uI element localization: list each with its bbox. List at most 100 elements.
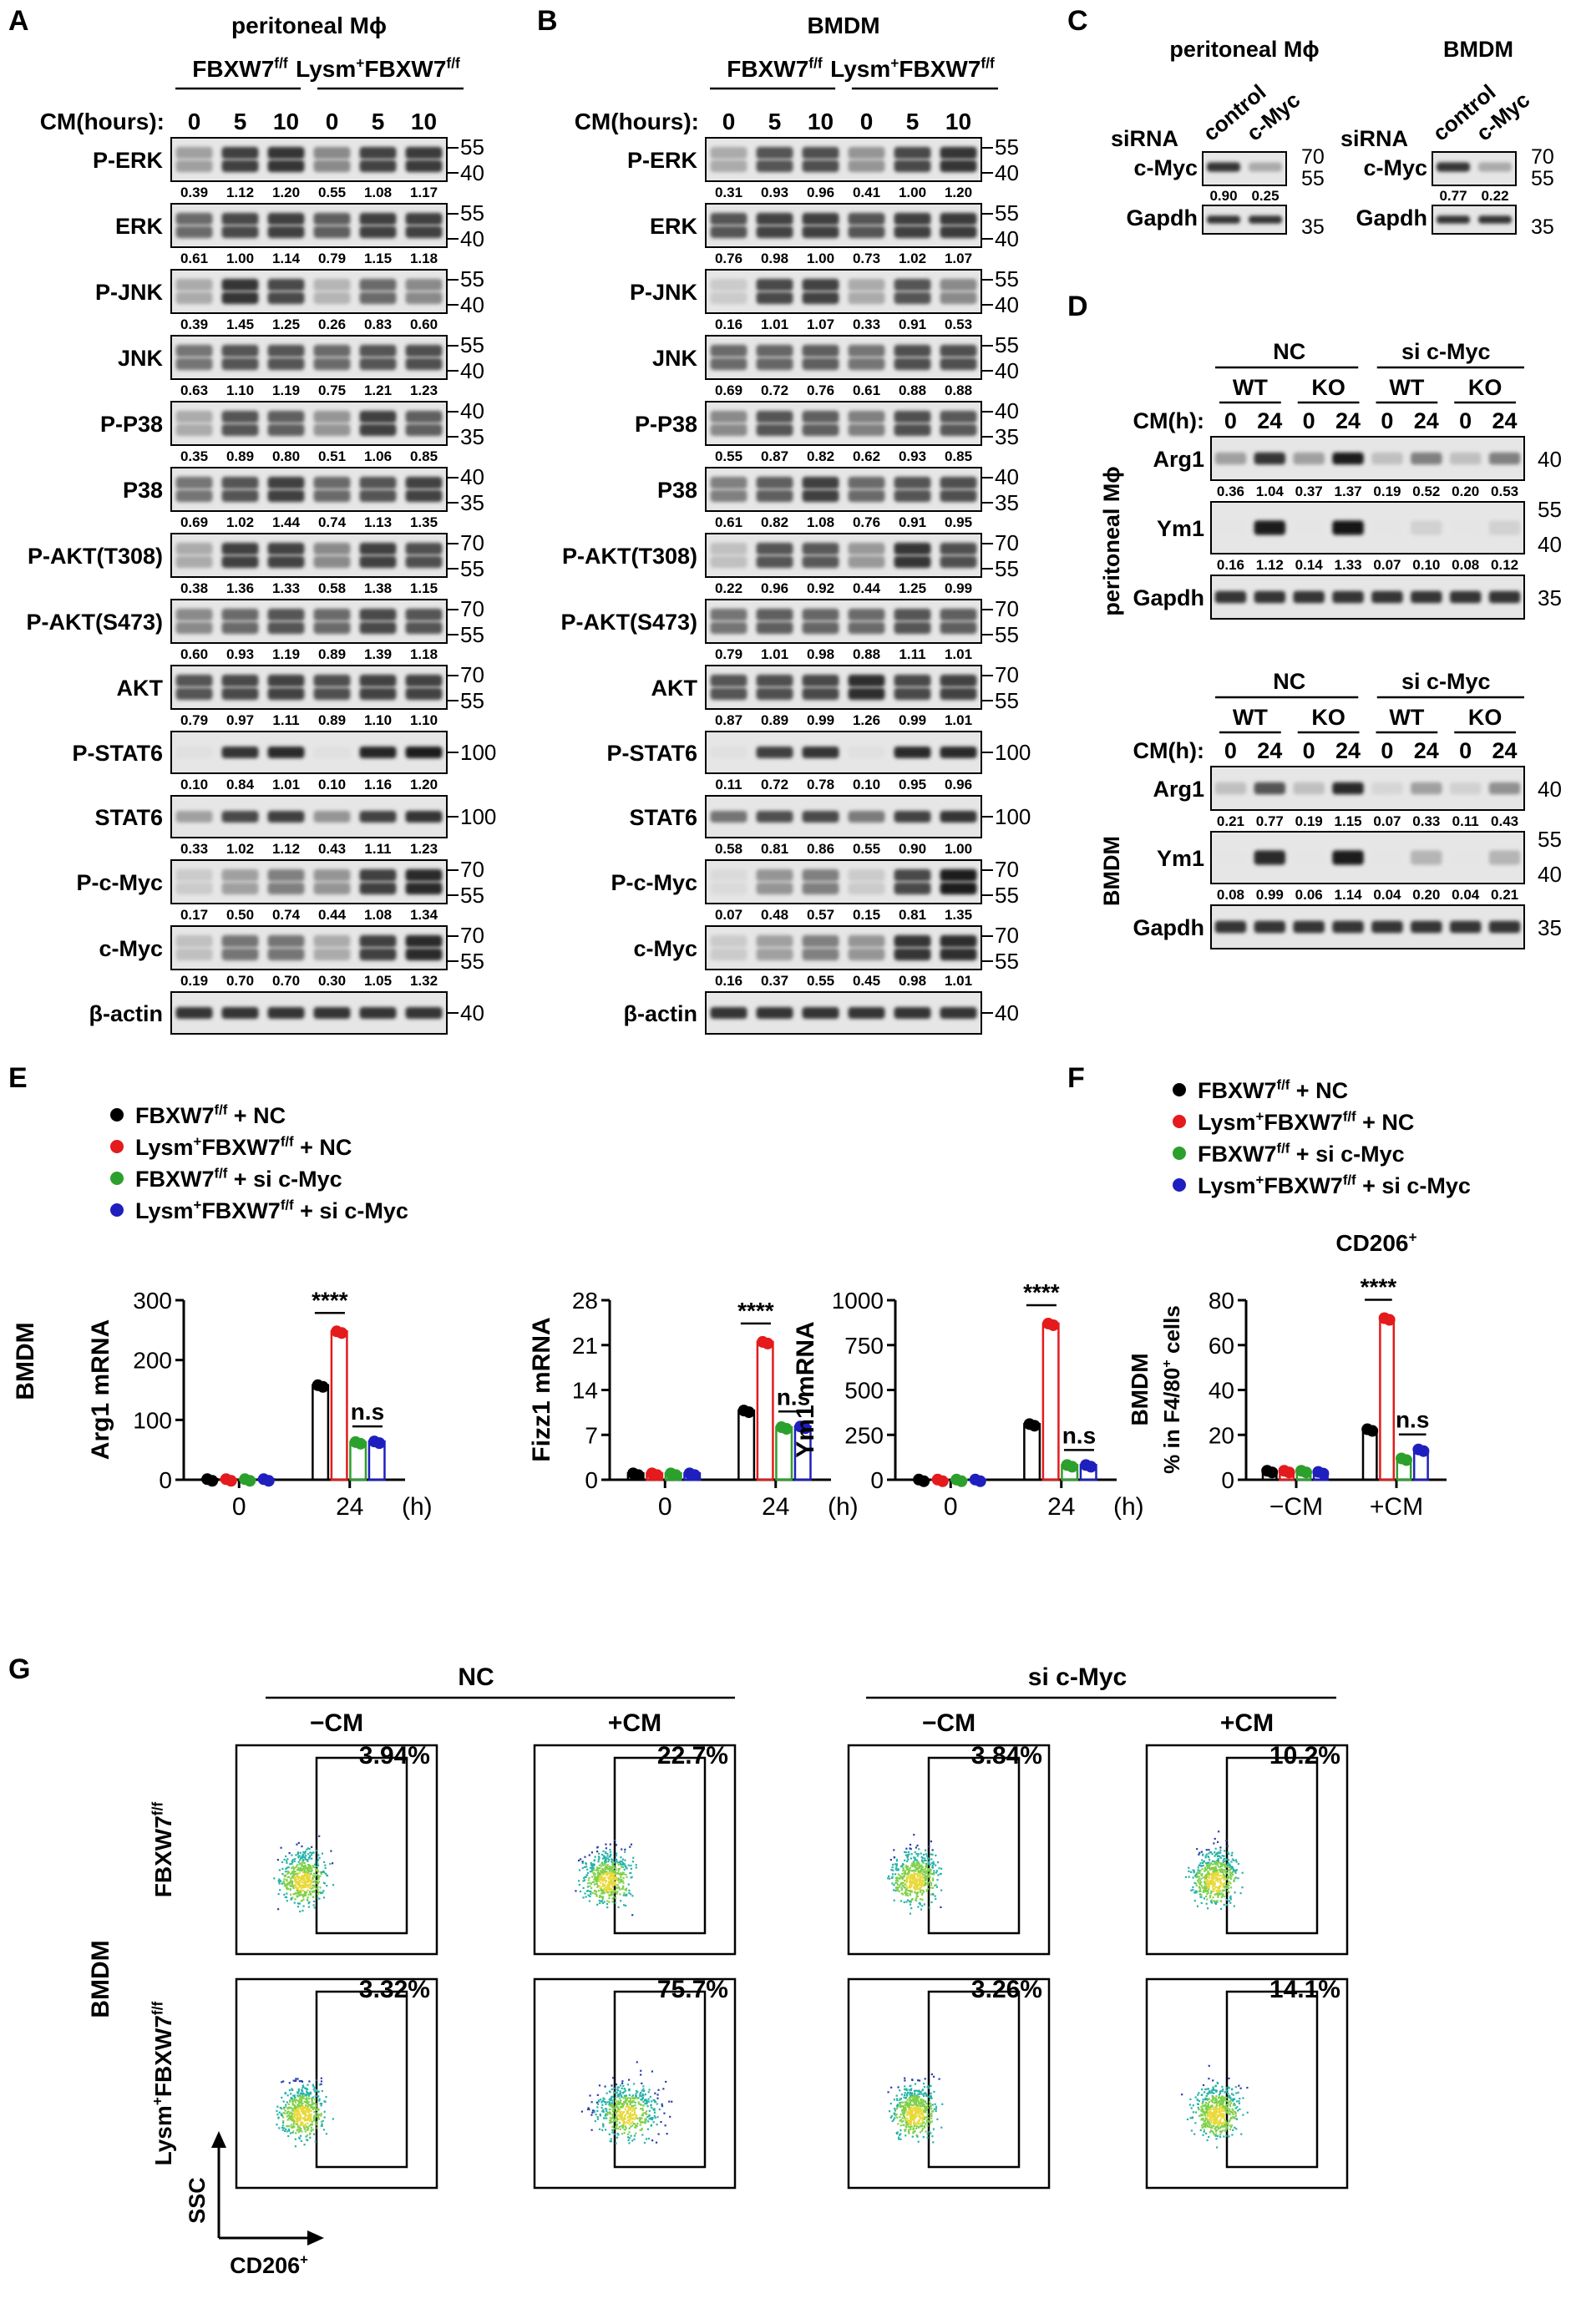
event-dot (927, 2117, 930, 2119)
protein-band (359, 868, 397, 882)
protein-band (848, 357, 885, 371)
event-dot (616, 2094, 619, 2096)
event-dot (623, 2132, 626, 2134)
event-dot (910, 1889, 913, 1892)
event-dot (910, 2119, 914, 2121)
protein-band (710, 811, 747, 823)
event-dot (1219, 1869, 1222, 1871)
event-dot (287, 1866, 290, 1869)
event-dot (911, 2135, 914, 2138)
event-dot (618, 1888, 621, 1891)
event-dot (926, 2136, 929, 2139)
event-dot (586, 1868, 589, 1871)
event-dot (650, 2117, 652, 2119)
mw-marker: 55 (460, 556, 484, 581)
event-dot (1208, 1883, 1210, 1886)
event-dot (622, 2123, 626, 2125)
densitometry-value: 1.08 (364, 185, 392, 200)
protein-band (1371, 520, 1403, 535)
genotype-label: KO (1311, 705, 1345, 730)
event-dot (289, 2132, 292, 2134)
event-dot (302, 1861, 305, 1864)
event-dot (633, 2123, 636, 2125)
label-part: + si c-Myc (294, 1198, 408, 1223)
event-dot (626, 2116, 629, 2119)
protein-band (313, 476, 351, 489)
event-dot (910, 1891, 913, 1893)
event-dot (607, 1888, 610, 1891)
event-dot (915, 1895, 918, 1897)
protein-band (175, 476, 213, 489)
event-dot (625, 1874, 627, 1876)
event-dot (641, 2082, 643, 2084)
event-dot (1188, 1870, 1190, 1872)
event-dot (646, 2110, 648, 2113)
event-dot (303, 1879, 306, 1881)
event-dot (922, 1861, 925, 1865)
gate-percentage: 14.1% (1269, 1976, 1340, 2003)
densitometry-value: 1.00 (899, 185, 926, 200)
densitometry-value: 0.86 (807, 841, 834, 857)
event-dot (324, 2100, 327, 2104)
event-dot (320, 2113, 322, 2115)
event-dot (644, 2122, 646, 2124)
label-part: + (890, 54, 899, 71)
event-dot (628, 2142, 631, 2144)
event-dot (600, 1886, 602, 1889)
event-dot (1198, 1886, 1200, 1888)
event-dot (587, 1882, 590, 1885)
event-dot (616, 1891, 618, 1894)
protein-band (175, 674, 213, 687)
densitometry-value: 0.04 (1373, 887, 1401, 903)
event-dot (592, 1891, 595, 1895)
protein-band (221, 410, 259, 423)
event-dot (601, 1871, 605, 1874)
event-dot (652, 2121, 655, 2124)
event-dot (928, 1906, 930, 1909)
event-dot (292, 1870, 295, 1872)
event-dot (307, 1878, 310, 1881)
event-dot (1225, 1869, 1228, 1872)
densitometry-value: 0.11 (1452, 813, 1479, 829)
event-dot (296, 2109, 298, 2112)
legend-entry: Lysm+FBXW7f/f + si c-Myc (135, 1197, 408, 1223)
event-dot (626, 2110, 628, 2113)
event-dot (302, 1868, 304, 1871)
protein-band (405, 344, 443, 357)
event-dot (618, 2118, 621, 2120)
event-dot (634, 2104, 636, 2107)
protein-band (894, 934, 931, 948)
label-part: f/f (1343, 1172, 1356, 1188)
event-dot (598, 1880, 601, 1882)
cell-type-label: BMDM (12, 1322, 39, 1400)
event-dot (310, 2126, 313, 2129)
event-dot (1229, 1901, 1232, 1904)
event-dot (916, 1874, 919, 1876)
event-dot (597, 1861, 600, 1863)
event-dot (612, 1881, 615, 1884)
event-dot (593, 1881, 595, 1883)
event-dot (931, 2104, 934, 2106)
event-dot (596, 2094, 599, 2096)
event-dot (1216, 1855, 1219, 1858)
event-dot (904, 2109, 906, 2112)
protein-band (710, 934, 747, 948)
event-dot (613, 1870, 616, 1872)
event-dot (600, 1896, 603, 1898)
event-dot (642, 2085, 645, 2088)
event-dot (905, 1880, 907, 1882)
event-dot (899, 2099, 901, 2101)
event-dot (620, 1881, 622, 1883)
protein-band (1332, 920, 1364, 934)
protein-band (313, 687, 351, 701)
event-dot (1209, 1900, 1213, 1903)
event-dot (1200, 1881, 1203, 1884)
event-dot (904, 1873, 906, 1876)
blot-membrane (170, 925, 448, 970)
event-dot (307, 1889, 309, 1892)
event-dot (626, 2136, 630, 2139)
protein-band (267, 476, 305, 489)
event-dot (279, 1880, 282, 1882)
protein-band (802, 291, 839, 305)
